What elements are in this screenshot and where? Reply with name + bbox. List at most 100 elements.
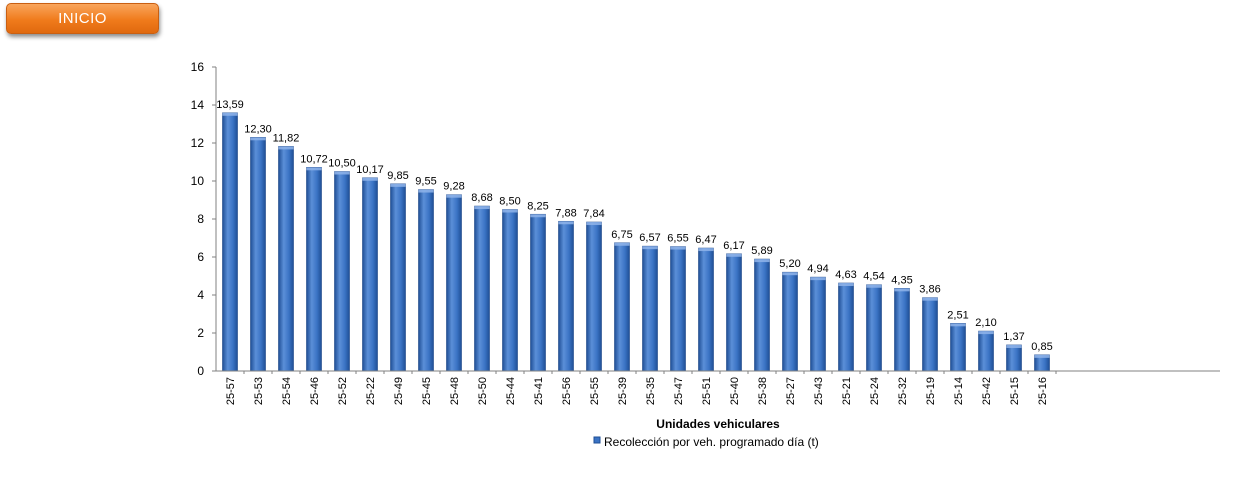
bar-top-highlight [670, 246, 686, 250]
y-tick-label: 14 [191, 98, 205, 112]
x-tick-label: 25-43 [813, 377, 825, 405]
x-tick-label: 25-39 [617, 377, 629, 405]
bar [670, 246, 686, 372]
data-label: 2,10 [975, 317, 996, 329]
bar-top-highlight [922, 297, 938, 301]
y-tick-label: 6 [197, 250, 204, 264]
data-label: 6,57 [639, 232, 660, 244]
bar-top-highlight [894, 288, 910, 292]
bar-top-highlight [222, 112, 238, 116]
x-axis-title: Unidades vehiculares [656, 417, 780, 431]
x-tick-label: 25-50 [477, 377, 489, 405]
x-tick-label: 25-53 [253, 377, 265, 405]
bar-top-highlight [950, 323, 966, 327]
data-label: 5,20 [779, 258, 800, 270]
bar [1006, 344, 1022, 372]
bar [558, 220, 574, 372]
bar-top-highlight [278, 146, 294, 150]
data-label: 3,86 [919, 284, 940, 296]
bar [250, 137, 266, 372]
data-label: 0,85 [1031, 341, 1052, 353]
bar-top-highlight [502, 209, 518, 213]
bar-top-highlight [1034, 354, 1050, 358]
data-label: 7,84 [583, 208, 604, 220]
bar [810, 276, 826, 372]
x-tick-label: 25-44 [505, 377, 517, 405]
x-tick-label: 25-55 [589, 377, 601, 405]
bar-top-highlight [978, 331, 994, 335]
bar [978, 330, 994, 372]
bar [362, 177, 378, 372]
x-tick-label: 25-19 [925, 377, 937, 405]
data-label: 13,59 [216, 99, 244, 111]
bar [446, 194, 462, 372]
x-tick-label: 25-15 [1009, 377, 1021, 405]
x-tick-label: 25-49 [393, 377, 405, 405]
data-label: 6,55 [667, 233, 688, 245]
bar-top-highlight [838, 283, 854, 287]
y-tick-label: 16 [191, 60, 205, 74]
x-tick-label: 25-40 [729, 377, 741, 405]
bar [278, 146, 294, 372]
data-label: 6,75 [611, 229, 632, 241]
bar-top-highlight [474, 206, 490, 210]
x-tick-label: 25-24 [869, 377, 881, 405]
bar-top-highlight [810, 277, 826, 281]
bar-top-highlight [642, 246, 658, 250]
bar [726, 253, 742, 372]
x-tick-label: 25-14 [953, 377, 965, 405]
bar-top-highlight [558, 221, 574, 225]
y-axis: 0 2 4 6 8 10 12 14 16 [191, 60, 217, 378]
bar [614, 242, 630, 372]
x-tick-label: 25-51 [701, 377, 713, 405]
legend: Recolección por veh. programado día (t) [593, 435, 819, 449]
data-label: 10,17 [356, 164, 384, 176]
bar [390, 183, 406, 372]
legend-entry: Recolección por veh. programado día (t) [604, 435, 819, 449]
data-label: 10,50 [328, 158, 356, 170]
data-label: 6,47 [695, 234, 716, 246]
data-label: 6,17 [723, 240, 744, 252]
bar [950, 323, 966, 372]
bar-top-highlight [754, 259, 770, 263]
x-tick-label: 25-47 [673, 377, 685, 405]
bar-top-highlight [726, 253, 742, 257]
inicio-button[interactable]: INICIO [6, 3, 159, 34]
bar [334, 171, 350, 372]
x-tick-label: 25-46 [309, 377, 321, 405]
data-label: 9,28 [443, 181, 464, 193]
bar-top-highlight [362, 177, 378, 181]
bar [698, 247, 714, 372]
data-label: 8,25 [527, 200, 548, 212]
x-tick-label: 25-48 [449, 377, 461, 405]
bar-top-highlight [698, 248, 714, 252]
x-tick-label: 25-35 [645, 377, 657, 405]
bar [922, 297, 938, 372]
data-label: 4,54 [863, 271, 884, 283]
bar-top-highlight [306, 167, 322, 171]
bar-top-highlight [866, 284, 882, 288]
x-tick-label: 25-16 [1037, 377, 1049, 405]
bar-top-highlight [418, 189, 434, 193]
x-tick-label: 25-32 [897, 377, 909, 405]
data-label: 1,37 [1003, 331, 1024, 343]
x-tick-label: 25-21 [841, 377, 853, 405]
x-tick-label: 25-41 [533, 377, 545, 405]
bar [418, 189, 434, 372]
bar [474, 205, 490, 372]
x-tick-label: 25-42 [981, 377, 993, 405]
bar [502, 209, 518, 372]
data-label: 9,55 [415, 176, 436, 188]
x-tick-label: 25-54 [281, 377, 293, 405]
y-tick-label: 4 [197, 288, 204, 302]
bar [754, 258, 770, 372]
data-label: 11,82 [273, 132, 300, 144]
y-tick-label: 8 [197, 212, 204, 226]
y-tick-label: 10 [191, 174, 205, 188]
bar-top-highlight [1006, 344, 1022, 348]
x-tick-label: 25-22 [365, 377, 377, 405]
data-label: 5,89 [751, 245, 772, 257]
legend-swatch [593, 436, 601, 444]
data-label: 4,35 [891, 274, 912, 286]
